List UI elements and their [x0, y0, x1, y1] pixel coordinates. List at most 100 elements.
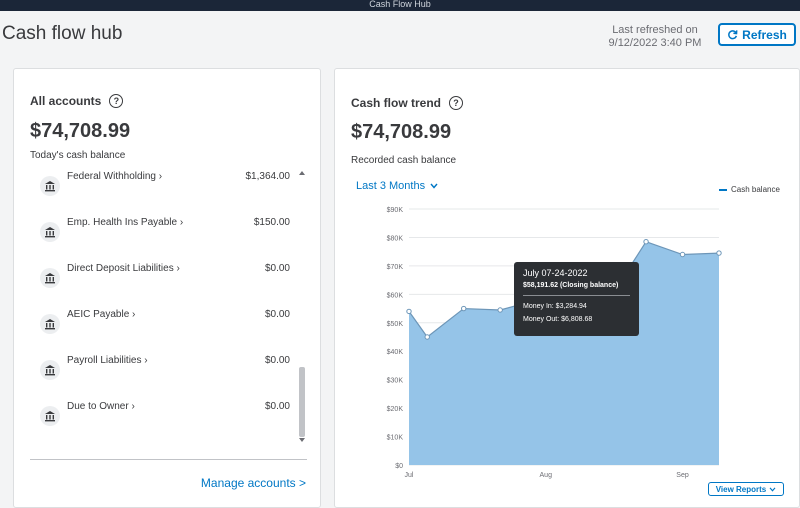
chevron-right-icon: › [158, 171, 163, 182]
account-row[interactable]: Direct Deposit Liabilities › $0.00 [30, 261, 290, 291]
y-tick-label: $20K [387, 406, 404, 413]
account-name-text: Due to Owner [67, 401, 129, 412]
account-balance: $1,364.00 [245, 171, 291, 182]
data-point [424, 334, 430, 340]
tooltip-money-in: Money In: $3,284.94 [523, 303, 587, 310]
last-refreshed: Last refreshed on 9/12/2022 3:40 PM [600, 24, 710, 50]
all-accounts-heading: All accounts ? [30, 94, 124, 108]
page-title: Cash flow hub [2, 23, 123, 44]
chevron-right-icon: › [176, 263, 180, 274]
account-balance: $0.00 [264, 355, 290, 366]
bank-icon [40, 268, 60, 288]
account-name-text: Payroll Liabilities [67, 355, 142, 366]
x-tick-label: Jul [405, 472, 414, 479]
trend-total-label: Recorded cash balance [351, 155, 457, 166]
account-name[interactable]: AEIC Payable › [67, 309, 135, 320]
refresh-label: Refresh [742, 27, 787, 42]
all-accounts-card: All accounts ? $74,708.99 Today's cash b… [13, 68, 321, 508]
y-tick-label: $0 [395, 463, 403, 470]
account-row[interactable]: Due to Owner › $0.00 [30, 399, 290, 429]
divider [30, 459, 307, 460]
bank-icon [40, 222, 60, 242]
chevron-right-icon: › [144, 355, 148, 366]
account-balance: $0.00 [264, 401, 290, 412]
last-refreshed-label: Last refreshed on [612, 24, 698, 36]
refresh-button[interactable]: Refresh [718, 23, 796, 46]
chart-tooltip: July 07-24-2022 $58,191.62 (Closing bala… [514, 262, 639, 336]
account-row[interactable]: Payroll Liabilities › $0.00 [30, 353, 290, 383]
window-titlebar: Cash Flow Hub [0, 0, 800, 11]
accounts-total: $74,708.99 [30, 120, 131, 142]
tooltip-closing-balance: $58,191.62 (Closing balance) [523, 282, 619, 289]
data-point [406, 308, 412, 315]
y-tick-label: $30K [387, 378, 404, 385]
window-title: Cash Flow Hub [369, 0, 431, 9]
data-point [461, 305, 467, 312]
accounts-total-label: Today's cash balance [30, 150, 126, 161]
tooltip-date: July 07-24-2022 [523, 268, 588, 278]
account-name[interactable]: Federal Withholding › [67, 171, 162, 182]
refresh-icon [728, 30, 738, 40]
cash-flow-trend-title: Cash flow trend [351, 96, 442, 110]
help-icon[interactable]: ? [449, 96, 464, 110]
chevron-down-icon [769, 486, 776, 492]
view-reports-button[interactable]: View Reports [708, 482, 784, 496]
chart-legend: Cash balance [719, 185, 780, 194]
cash-flow-trend-heading: Cash flow trend ? [351, 96, 464, 110]
y-tick-label: $90K [387, 207, 404, 214]
account-row[interactable]: Emp. Health Ins Payable › $150.00 [30, 215, 290, 245]
date-range-label: Last 3 Months [356, 180, 426, 192]
scroll-up-icon [299, 171, 305, 175]
date-range-dropdown[interactable]: Last 3 Months [356, 180, 438, 192]
account-list[interactable]: Federal Withholding › $1,364.00 Emp. Hea… [30, 169, 290, 447]
trend-total: $74,708.99 [351, 121, 452, 143]
y-tick-label: $70K [387, 264, 404, 271]
y-tick-label: $50K [387, 321, 404, 328]
data-point [716, 250, 722, 256]
account-row[interactable]: Federal Withholding › $1,364.00 [30, 169, 290, 199]
help-icon[interactable]: ? [109, 94, 124, 108]
scroll-down-icon [299, 438, 305, 442]
account-name[interactable]: Direct Deposit Liabilities › [67, 263, 180, 274]
tooltip-divider [523, 295, 630, 296]
account-name[interactable]: Payroll Liabilities › [67, 355, 148, 366]
data-point [497, 307, 503, 313]
legend-swatch [719, 188, 727, 191]
view-reports-label: View Reports [715, 484, 767, 494]
bank-icon [40, 360, 60, 380]
cash-flow-chart[interactable]: $0 $10K $20K $30K $40K $50K $60K $70K $80K $90K Ju… [335, 197, 799, 487]
chevron-right-icon: › [131, 401, 135, 412]
manage-accounts-link[interactable]: Manage accounts > [200, 476, 306, 490]
account-name-text: Direct Deposit Liabilities [67, 263, 174, 274]
account-balance: $150.00 [253, 217, 290, 228]
data-point [679, 251, 686, 258]
y-tick-label: $80K [387, 235, 404, 242]
tooltip-money-out: Money Out: $6,808.68 [523, 316, 593, 323]
series-area [409, 241, 719, 465]
chevron-right-icon: › [132, 309, 136, 320]
page-header: Cash flow hub Last refreshed on 9/12/202… [0, 11, 800, 57]
account-name-text: Emp. Health Ins Payable [67, 217, 178, 228]
legend-label: Cash balance [731, 185, 780, 194]
bank-icon [40, 176, 60, 196]
account-list-scrollbar[interactable] [299, 169, 305, 444]
x-tick-label: Sep [676, 472, 689, 479]
account-balance: $0.00 [264, 309, 290, 320]
account-name[interactable]: Due to Owner › [67, 401, 135, 412]
cash-flow-trend-card: Cash flow trend ? $74,708.99 Recorded ca… [334, 68, 800, 508]
account-name[interactable]: Emp. Health Ins Payable › [67, 217, 183, 228]
y-tick-label: $60K [387, 292, 404, 299]
scrollbar-thumb[interactable] [299, 367, 305, 437]
account-balance: $0.00 [264, 263, 290, 274]
x-tick-label: Aug [540, 472, 553, 479]
account-name-text: Federal Withholding [67, 171, 156, 182]
last-refreshed-value: 9/12/2022 3:40 PM [608, 37, 702, 49]
data-point [643, 239, 649, 245]
account-name-text: AEIC Payable [67, 309, 130, 320]
chevron-down-icon [430, 183, 438, 189]
bank-icon [40, 314, 60, 334]
bank-icon [40, 406, 60, 426]
y-tick-label: $40K [387, 349, 404, 356]
all-accounts-title: All accounts [30, 94, 102, 108]
account-row[interactable]: AEIC Payable › $0.00 [30, 307, 290, 337]
